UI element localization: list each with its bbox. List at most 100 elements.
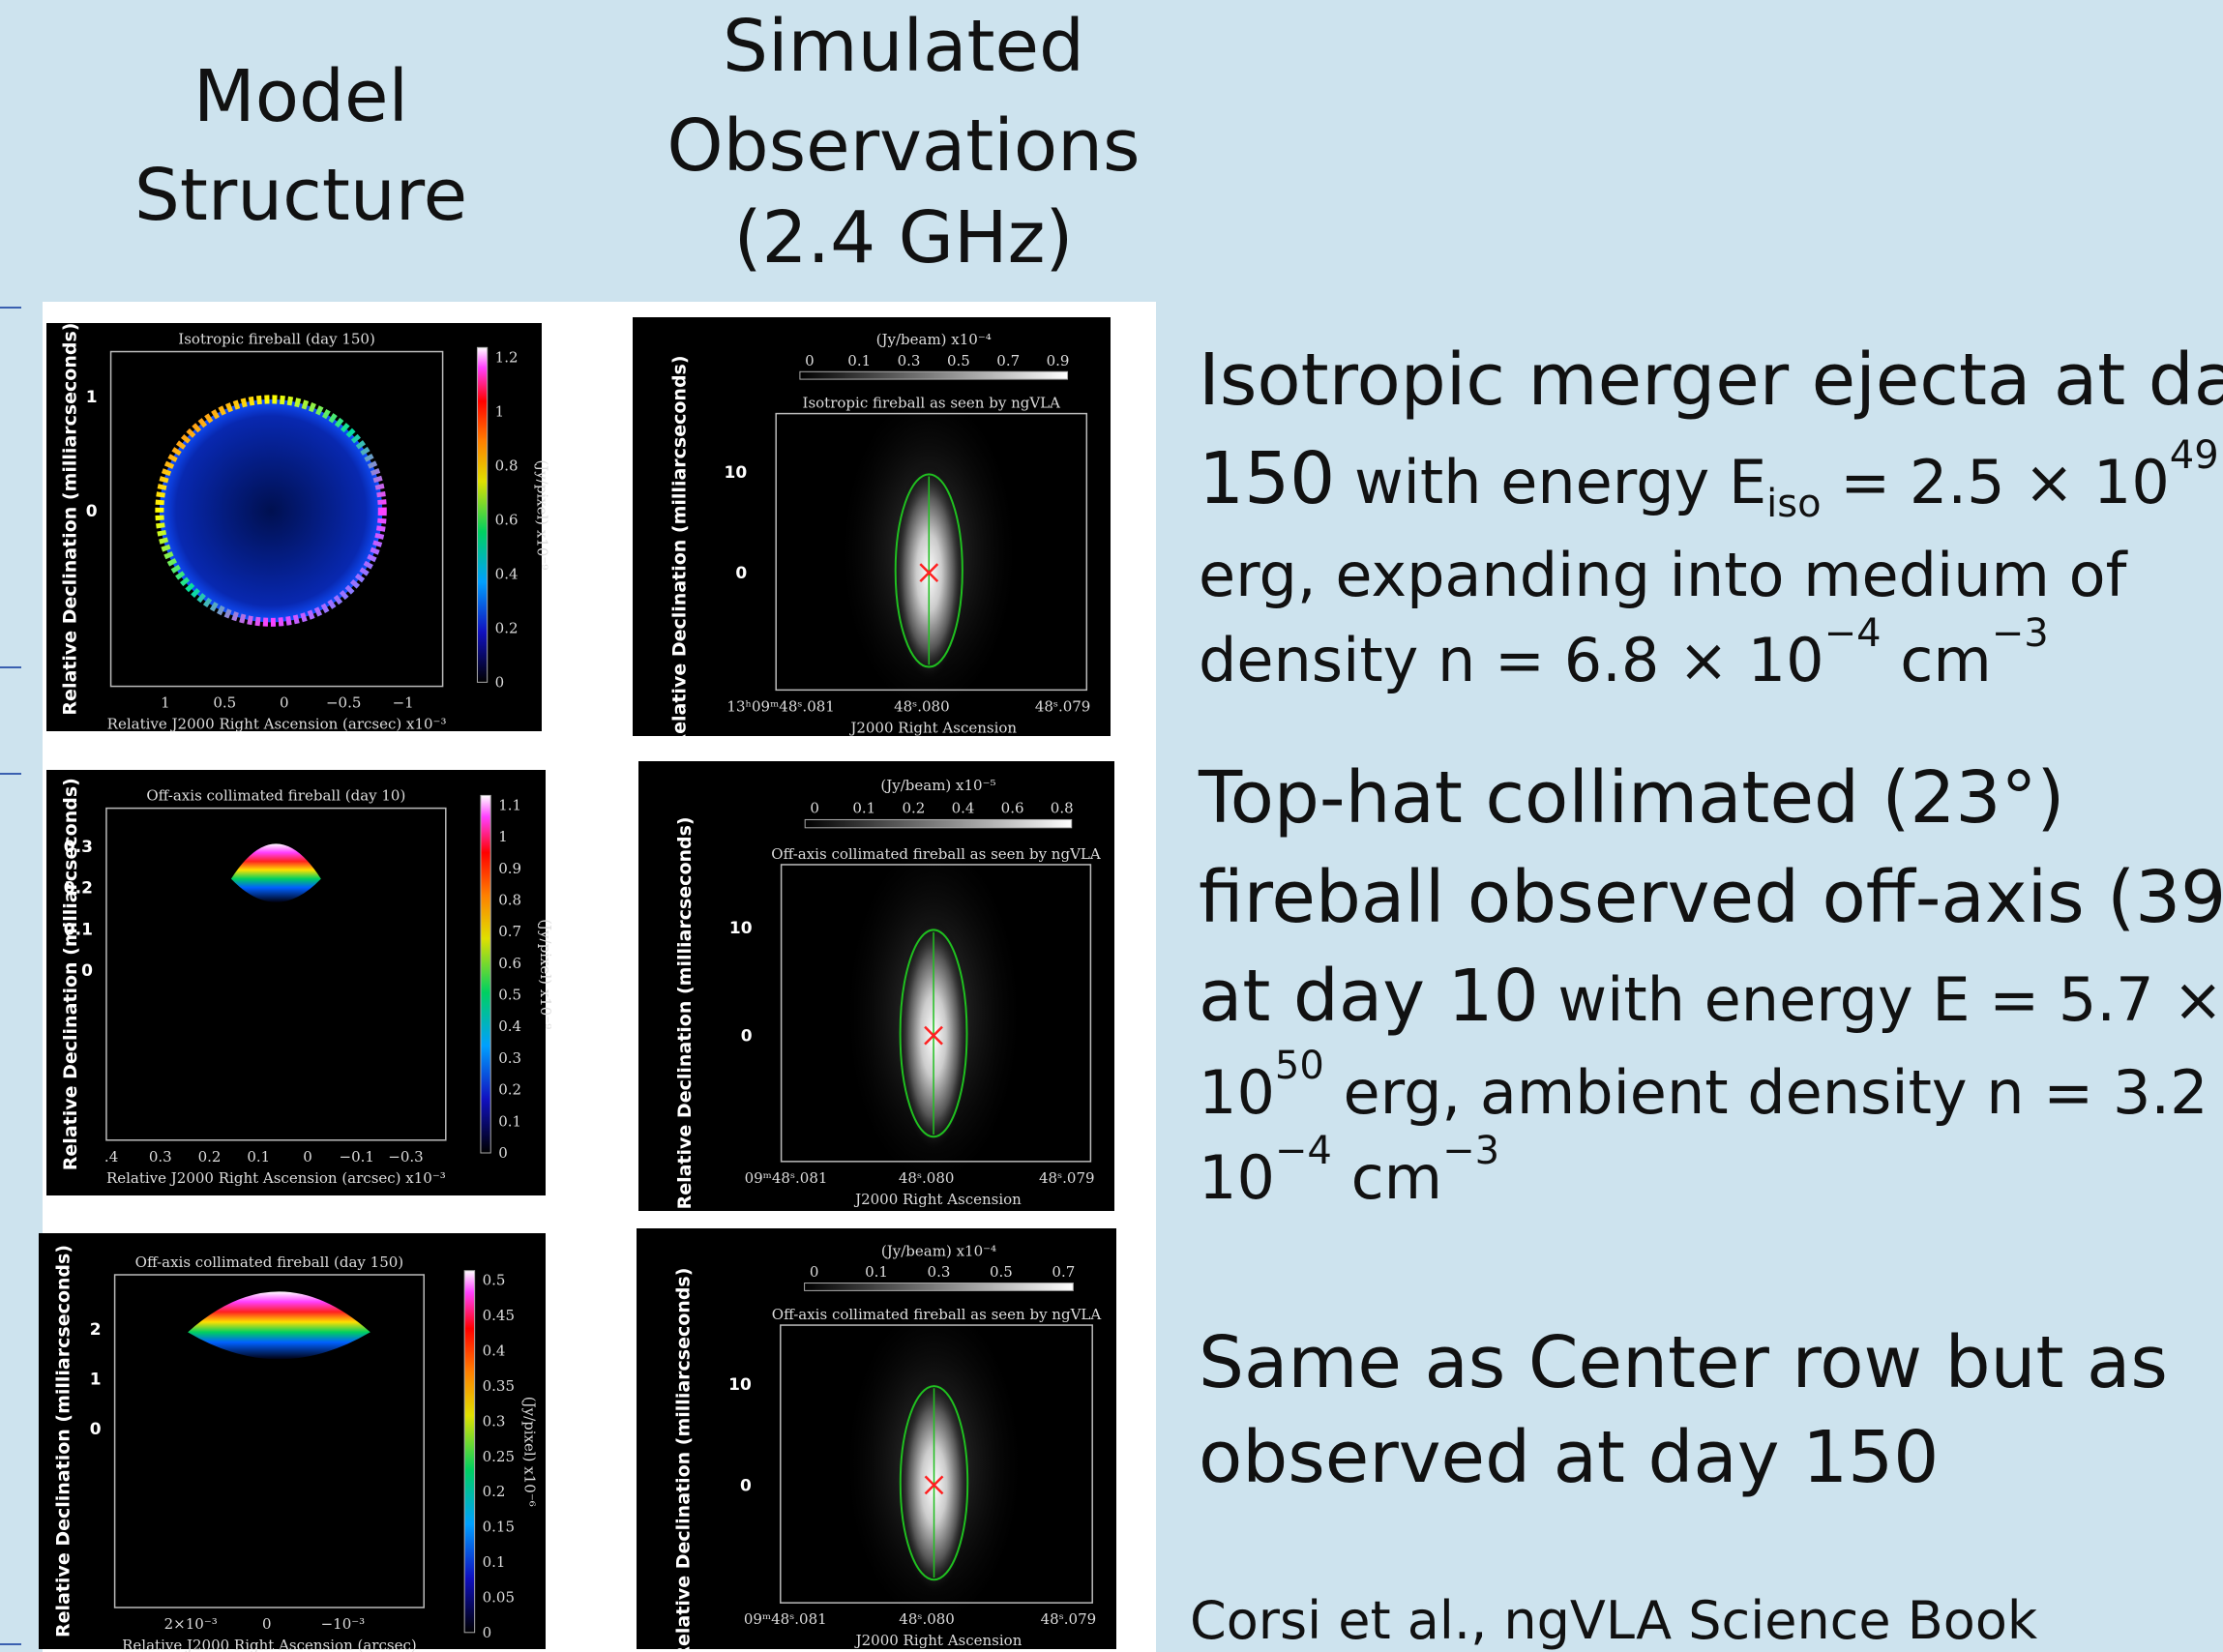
y-tick-label: 0 bbox=[81, 961, 93, 981]
description-line: at day 10 with energy E = 5.7 × bbox=[1199, 955, 2223, 1038]
column-header: Model bbox=[193, 55, 408, 138]
description-text: −4 bbox=[1824, 611, 1882, 656]
colorbar bbox=[799, 370, 1069, 380]
colorbar bbox=[804, 818, 1073, 829]
colorbar-tick-label: 0.7 bbox=[498, 923, 521, 940]
description-text: erg, expanding into medium of bbox=[1199, 540, 2129, 610]
colorbar-tick-label: 0.2 bbox=[902, 799, 925, 816]
x-tick-label: 48ˢ.080 bbox=[894, 697, 950, 715]
y-tick-label: 10 bbox=[729, 919, 753, 938]
beam-contour bbox=[894, 473, 963, 668]
x-tick-label: 48ˢ.079 bbox=[1035, 697, 1091, 715]
model-panel: Off-axis collimated fireball (day 150) Re… bbox=[39, 1233, 546, 1652]
description-text: cm bbox=[1332, 1142, 1442, 1213]
description-text: 10 bbox=[1199, 1142, 1275, 1213]
column-header: Structure bbox=[134, 154, 467, 237]
colorbar-tick-label: 0.05 bbox=[483, 1588, 515, 1606]
model-panel: Off-axis collimated fireball (day 10) Rel… bbox=[46, 770, 554, 1195]
x-tick-label: −0.5 bbox=[326, 694, 361, 712]
colorbar-tick-label: 0.35 bbox=[483, 1377, 515, 1395]
colorbar-tick-label: 1.1 bbox=[498, 796, 521, 813]
colorbar-tick-label: 0.8 bbox=[495, 457, 519, 474]
colorbar-tick-label: 0.1 bbox=[852, 799, 875, 816]
x-tick-label: −0.3 bbox=[388, 1148, 423, 1165]
y-tick-label: 1 bbox=[90, 1371, 102, 1390]
panel-title: Off-axis collimated fireball (day 10) bbox=[146, 787, 405, 805]
description-text: 150 bbox=[1199, 437, 1335, 520]
x-axis-label: Relative J2000 Right Ascension (arcsec) bbox=[122, 1637, 417, 1652]
x-axis-label: J2000 Right Ascension bbox=[854, 1632, 1023, 1649]
y-tick-label: 0.3 bbox=[64, 838, 93, 857]
source-marker bbox=[924, 1475, 944, 1495]
colorbar-tick-label: 0.5 bbox=[990, 1263, 1013, 1281]
description-text: with energy E = 5.7 × bbox=[1539, 964, 2223, 1035]
plot-frame bbox=[109, 350, 444, 688]
colorbar-tick-label: 0.3 bbox=[928, 1263, 951, 1281]
y-tick-label: 0.2 bbox=[64, 879, 93, 899]
x-axis-label: J2000 Right Ascension bbox=[853, 1191, 1022, 1208]
beam-contour bbox=[899, 1385, 969, 1581]
x-tick-label: 48ˢ.079 bbox=[1039, 1169, 1095, 1187]
colorbar-label: (Jy/pixel) x10⁻⁶ bbox=[521, 1397, 539, 1507]
colorbar-tick-label: 1 bbox=[495, 402, 505, 420]
y-axis-label: Relative Declination (milliarcseconds) bbox=[60, 323, 81, 716]
description-line: density n = 6.8 × 10−4 cm−3 bbox=[1199, 611, 2049, 695]
colorbar-tick-label: 0 bbox=[810, 799, 819, 816]
x-tick-label: 0 bbox=[303, 1148, 312, 1165]
x-tick-label: 09ᵐ48ˢ.081 bbox=[745, 1169, 828, 1187]
fireball-cap bbox=[230, 843, 321, 902]
panel-title: Isotropic fireball (day 150) bbox=[178, 331, 375, 348]
colorbar-tick-label: 0.4 bbox=[495, 565, 519, 582]
description-line: Same as Center row but as bbox=[1199, 1321, 2168, 1404]
simulated-panel: Off-axis collimated fireball as seen by … bbox=[637, 1228, 1116, 1652]
colorbar-tick-label: 0 bbox=[810, 1263, 819, 1281]
colorbar-tick-label: 0.8 bbox=[498, 891, 521, 908]
colorbar-tick-label: 0.6 bbox=[495, 511, 519, 528]
colorbar-label: (Jy/beam) x10⁻⁵ bbox=[880, 777, 995, 794]
description-line: Top-hat collimated (23°) bbox=[1198, 756, 2064, 840]
colorbar-tick-label: 0.7 bbox=[1052, 1263, 1075, 1281]
x-tick-label: 0 bbox=[280, 694, 289, 712]
colorbar-tick-label: 1 bbox=[498, 828, 508, 845]
colorbar-tick-label: 0.1 bbox=[483, 1553, 506, 1571]
x-tick-label: 48ˢ.079 bbox=[1041, 1610, 1097, 1628]
fireball bbox=[155, 395, 387, 627]
description-text: observed at day 150 bbox=[1199, 1416, 1939, 1499]
colorbar-tick-label: 0.3 bbox=[898, 352, 921, 369]
colorbar-tick-label: 0 bbox=[483, 1624, 492, 1641]
colorbar-tick-label: 0.4 bbox=[483, 1342, 506, 1360]
bracket-ticks bbox=[0, 307, 21, 1645]
x-tick-label: 0.2 bbox=[198, 1148, 222, 1165]
description-text: erg, ambient density n = 3.2 × bbox=[1324, 1057, 2223, 1128]
description-text: iso bbox=[1766, 482, 1821, 526]
column-header: Simulated bbox=[723, 5, 1084, 88]
y-tick-label: 0 bbox=[86, 502, 98, 521]
source-marker bbox=[919, 563, 939, 583]
plot-frame bbox=[113, 1274, 425, 1608]
y-tick-label: 0 bbox=[741, 1027, 753, 1047]
x-tick-label: 48ˢ.080 bbox=[899, 1169, 955, 1187]
description-text: Top-hat collimated (23°) bbox=[1198, 756, 2064, 840]
description-text: Same as Center row but as bbox=[1199, 1321, 2168, 1404]
panel-title: Off-axis collimated fireball (day 150) bbox=[135, 1254, 404, 1271]
colorbar-tick-label: 0.2 bbox=[498, 1081, 521, 1099]
colorbar bbox=[804, 1283, 1074, 1291]
column-header: Observations bbox=[667, 104, 1140, 188]
colorbar-tick-label: 0.45 bbox=[483, 1307, 515, 1324]
panel-title: Off-axis collimated fireball as seen by … bbox=[772, 1306, 1102, 1323]
plot-frame bbox=[105, 807, 447, 1141]
x-axis-label: Relative J2000 Right Ascension (arcsec) … bbox=[107, 716, 447, 733]
x-tick-label: 0.3 bbox=[149, 1148, 172, 1165]
x-tick-label: 13ʰ09ᵐ48ˢ.081 bbox=[726, 697, 834, 715]
colorbar-label: (Jy/beam) x10⁻⁴ bbox=[881, 1242, 996, 1259]
x-axis-label: J2000 Right Ascension bbox=[848, 719, 1017, 736]
x-tick-label: 2×10⁻³ bbox=[164, 1615, 218, 1633]
x-tick-label: 48ˢ.080 bbox=[899, 1610, 955, 1628]
y-axis-label: Relative Declination (milliarcseconds) bbox=[60, 778, 81, 1170]
colorbar bbox=[480, 794, 491, 1154]
description-text: density n = 6.8 × 10 bbox=[1199, 625, 1824, 695]
colorbar-tick-label: 0.2 bbox=[495, 619, 519, 636]
colorbar-tick-label: 0.1 bbox=[865, 1263, 888, 1281]
x-tick-label: 0.5 bbox=[213, 694, 236, 712]
